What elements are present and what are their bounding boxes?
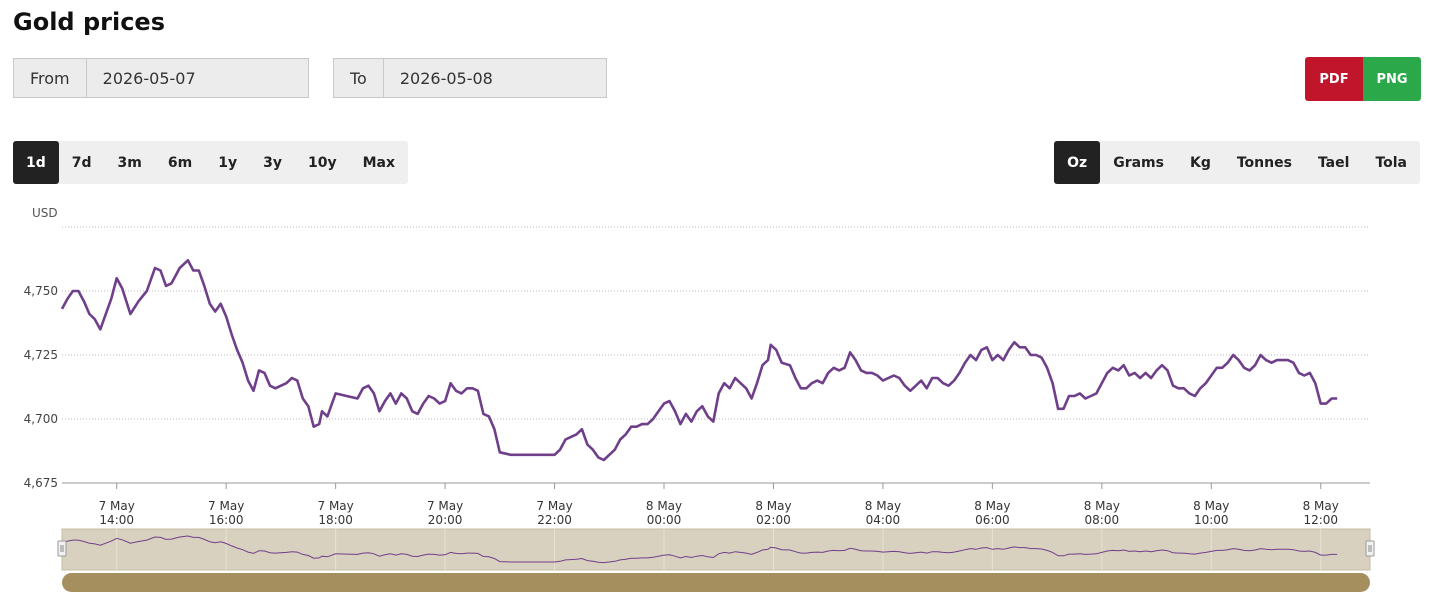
unit-button-kg[interactable]: Kg — [1189, 154, 1211, 171]
navigator-handle-left[interactable] — [57, 540, 67, 557]
gold-price-chart: 4,675 4,700 4,725 4,750 7 May 14:00 7 May 16:0… — [24, 206, 1375, 592]
pdf-button[interactable]: PDF — [1305, 57, 1363, 101]
period-selector: 1d 7d 3m 6m 1y 3y 10y Max — [13, 141, 408, 184]
from-label: From — [14, 59, 87, 97]
unit-button-tola[interactable]: Tola — [1375, 154, 1407, 171]
x-tick-label: 7 May 14:00 — [99, 499, 135, 527]
period-button-1y[interactable]: 1y — [218, 154, 238, 171]
from-date-input[interactable]: 2026-05-07 — [102, 68, 196, 88]
x-tick-label: 8 May 06:00 — [974, 499, 1010, 527]
navigator-line — [61, 535, 1338, 564]
unit-button-tonnes[interactable]: Tonnes — [1236, 154, 1292, 171]
navigator-mask — [61, 528, 1371, 571]
y-axis-label: USD — [32, 206, 58, 220]
unit-button-tael[interactable]: Tael — [1317, 154, 1350, 171]
x-tick-label: 8 May 00:00 — [646, 499, 682, 527]
y-tick-label: 4,725 — [24, 348, 58, 362]
period-button-10y[interactable]: 10y — [307, 154, 337, 171]
price-line — [60, 259, 1338, 462]
navigator-scrollbar[interactable] — [62, 573, 1370, 592]
unit-button-oz[interactable]: Oz — [1054, 141, 1101, 184]
x-tick-label: 7 May 20:00 — [427, 499, 463, 527]
navigator-handle-right[interactable] — [1365, 540, 1375, 557]
to-date-field[interactable]: To 2026-05-08 — [333, 58, 607, 98]
x-tick-label: 8 May 10:00 — [1193, 499, 1229, 527]
export-buttons: PDF PNG — [1305, 57, 1421, 101]
x-tick-label: 8 May 12:00 — [1303, 499, 1339, 527]
page-title: Gold prices — [13, 8, 165, 36]
period-button-7d[interactable]: 7d — [71, 154, 92, 171]
period-button-1d[interactable]: 1d — [13, 141, 59, 184]
x-tick-label: 8 May 04:00 — [865, 499, 901, 527]
to-label: To — [334, 59, 384, 97]
x-tick-label: 7 May 22:00 — [536, 499, 572, 527]
period-button-3m[interactable]: 3m — [117, 154, 142, 171]
unit-selector: Oz Grams Kg Tonnes Tael Tola — [1054, 141, 1420, 184]
to-date-input[interactable]: 2026-05-08 — [399, 68, 493, 88]
x-tick-label: 7 May 16:00 — [208, 499, 244, 527]
x-tick-label: 8 May 02:00 — [755, 499, 791, 527]
png-button[interactable]: PNG — [1363, 57, 1421, 101]
x-tick-label: 8 May 08:00 — [1084, 499, 1120, 527]
from-date-field[interactable]: From 2026-05-07 — [13, 58, 309, 98]
period-button-3y[interactable]: 3y — [263, 154, 282, 171]
period-button-max[interactable]: Max — [362, 154, 395, 171]
navigator[interactable] — [57, 528, 1375, 592]
x-tick-label: 7 May 18:00 — [318, 499, 354, 527]
y-tick-label: 4,675 — [24, 476, 58, 490]
unit-button-grams[interactable]: Grams — [1113, 154, 1164, 171]
y-tick-label: 4,750 — [24, 284, 58, 298]
period-button-6m[interactable]: 6m — [167, 154, 193, 171]
y-tick-label: 4,700 — [24, 412, 58, 426]
